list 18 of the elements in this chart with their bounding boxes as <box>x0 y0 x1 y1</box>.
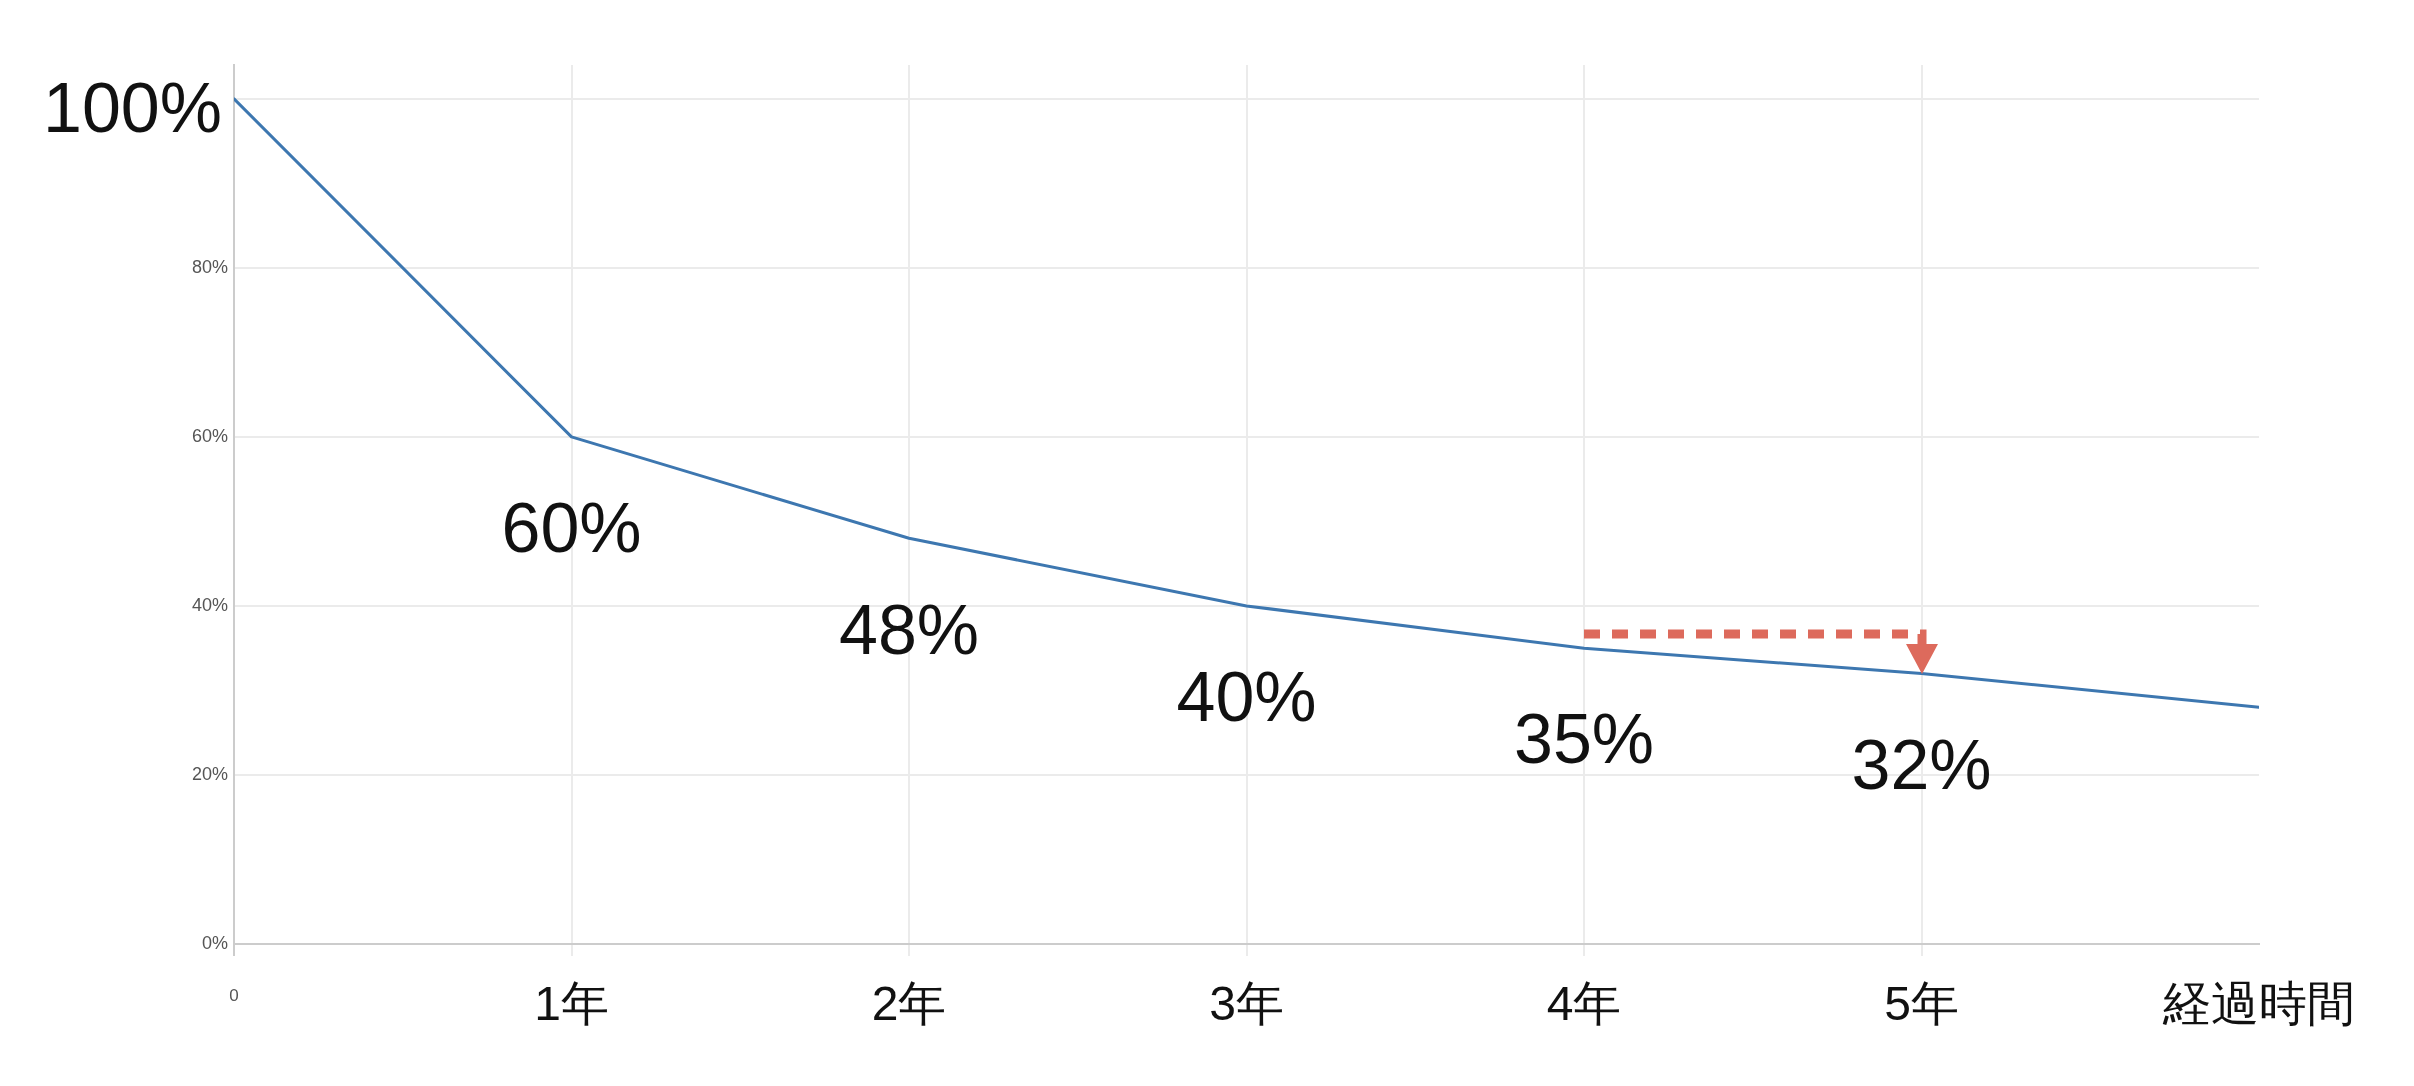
y-tick-label: 60% <box>191 425 228 446</box>
x-tick-label: 4年 <box>1546 977 1622 1030</box>
data-label: 32% <box>1851 725 1992 804</box>
x-tick-label: 3年 <box>1209 977 1284 1030</box>
data-label: 35% <box>1513 700 1655 779</box>
y-tick-label: 40% <box>191 594 228 615</box>
text: 0 <box>229 986 239 1006</box>
data-label: 100% <box>42 69 222 148</box>
data-label: 48% <box>838 590 980 669</box>
data-label: 40% <box>1176 658 1317 737</box>
x-tick-label: 2年 <box>871 977 947 1030</box>
y-tick-label: 20% <box>191 763 228 784</box>
data-label: 60% <box>501 489 642 568</box>
x-tick-label: 1年 <box>534 977 609 1030</box>
x-axis-title: 経過時間 <box>2162 977 2355 1030</box>
x-tick-label: 5年 <box>1884 977 1959 1030</box>
y-tick-label: 80% <box>191 256 228 277</box>
y-tick-label: 0% <box>201 932 228 953</box>
